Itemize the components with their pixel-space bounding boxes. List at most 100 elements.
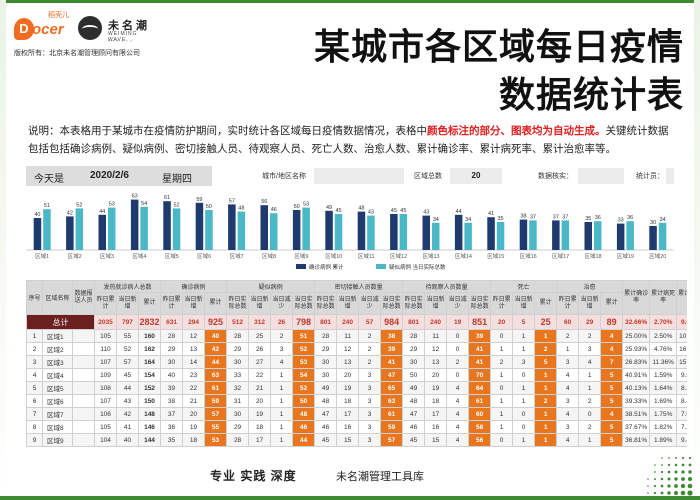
row-value-cell[interactable]: 40.91% [622,368,651,382]
row-value-cell[interactable]: 30 [226,355,250,369]
row-value-cell[interactable]: 27 [248,355,272,369]
row-value-cell[interactable]: 40 [204,329,228,343]
row-value-cell[interactable]: 52 [116,342,139,356]
row-value-cell[interactable]: 35 [160,433,184,447]
row-value-cell[interactable]: 0 [512,420,536,434]
row-value-cell[interactable]: 1.59% [649,368,678,382]
table-row[interactable]: 4 区域4 109 45 154 40 23 63 33 22 1 54 30 20 3 47 50 20 0 70 1… [26,368,687,382]
row-value-cell[interactable]: 30 [160,355,184,369]
row-value-cell[interactable]: 1 [578,368,602,382]
row-value-cell[interactable]: 2 [490,355,514,369]
row-reporter[interactable] [72,420,95,434]
row-value-cell[interactable]: 36 [160,420,184,434]
row-value-cell[interactable]: 1 [270,420,294,434]
row-value-cell[interactable]: 61 [380,407,404,421]
row-value-cell[interactable]: 32 [226,381,250,395]
row-value-cell[interactable]: 0 [512,368,536,382]
row-value-cell[interactable]: 51 [292,329,316,343]
row-value-cell[interactable]: 3 [358,394,382,408]
row-value-cell[interactable]: 15 [424,433,448,447]
table-row[interactable]: 6 区域6 107 43 150 38 21 59 31 20 1 50 48 18 3 63 48 18 4 61 1… [26,394,687,408]
row-value-cell[interactable]: 28 [402,329,426,343]
row-value-cell[interactable]: 3 [358,381,382,395]
row-value-cell[interactable]: 8.20% [676,381,687,395]
row-value-cell[interactable]: 28 [314,329,338,343]
row-value-cell[interactable]: 3 [556,420,580,434]
row-value-cell[interactable]: 1 [270,381,294,395]
row-value-cell[interactable]: 59 [204,394,228,408]
row-value-cell[interactable]: 2 [578,394,602,408]
row-value-cell[interactable]: 1 [534,381,558,395]
table-row[interactable]: 8 区域8 105 41 146 36 19 55 29 18 1 46 46 16 3 59 46 16 4 58 1… [26,420,687,434]
row-value-cell[interactable]: 57 [204,407,228,421]
row-value-cell[interactable]: 15.91% [676,355,687,369]
row-value-cell[interactable]: 1.64% [649,381,678,395]
row-value-cell[interactable]: 104 [94,433,117,447]
row-value-cell[interactable]: 70 [468,368,492,382]
row-value-cell[interactable]: 64 [468,381,492,395]
row-value-cell[interactable]: 0 [490,381,514,395]
row-value-cell[interactable]: 38 [380,329,404,343]
row-value-cell[interactable]: 1 [534,420,558,434]
region-total-input[interactable]: 20 [450,168,502,184]
row-value-cell[interactable]: 43 [116,394,139,408]
row-value-cell[interactable]: 3 [358,407,382,421]
table-row[interactable]: 5 区域5 108 44 152 39 22 61 32 21 1 52 49 19 3 65 49 19 4 64 0… [26,381,687,395]
row-value-cell[interactable]: 20 [248,394,272,408]
row-value-cell[interactable]: 2 [578,420,602,434]
row-value-cell[interactable]: 1 [512,329,536,343]
row-value-cell[interactable]: 18 [424,394,448,408]
row-value-cell[interactable]: 1 [534,368,558,382]
row-value-cell[interactable]: 0 [446,368,470,382]
row-value-cell[interactable]: 0 [512,407,536,421]
row-value-cell[interactable]: 42 [116,407,139,421]
row-value-cell[interactable]: 1 [578,433,602,447]
row-value-cell[interactable]: 47 [380,368,404,382]
row-value-cell[interactable]: 0 [446,329,470,343]
row-value-cell[interactable]: 29 [314,342,338,356]
row-reporter[interactable] [72,342,95,356]
row-reporter[interactable] [72,433,95,447]
row-value-cell[interactable]: 4 [600,407,624,421]
row-value-cell[interactable]: 144 [137,433,162,447]
row-value-cell[interactable]: 54 [292,368,316,382]
row-value-cell[interactable]: 25.93% [622,342,651,356]
row-value-cell[interactable]: 9.43% [676,433,687,447]
row-value-cell[interactable]: 2 [556,329,580,343]
row-value-cell[interactable]: 19 [182,420,206,434]
row-value-cell[interactable]: 40 [160,368,184,382]
row-value-cell[interactable]: 39 [380,342,404,356]
row-value-cell[interactable]: 1 [512,342,536,356]
row-value-cell[interactable]: 29 [226,420,250,434]
row-value-cell[interactable]: 4 [270,355,294,369]
row-value-cell[interactable]: 2 [358,342,382,356]
row-value-cell[interactable]: 19 [424,381,448,395]
row-reporter[interactable] [72,394,95,408]
row-value-cell[interactable]: 18 [182,433,206,447]
row-value-cell[interactable]: 105 [94,420,117,434]
row-value-cell[interactable]: 11 [424,329,448,343]
row-value-cell[interactable]: 1 [490,420,514,434]
row-value-cell[interactable]: 63 [380,394,404,408]
row-value-cell[interactable]: 7 [600,355,624,369]
row-value-cell[interactable]: 2.50% [649,329,678,343]
table-row[interactable]: 2 区域2 110 52 162 29 13 42 29 26 3 52 29 12 2 39 29 12 0 41 1… [26,342,687,356]
row-value-cell[interactable]: 38 [160,394,184,408]
row-value-cell[interactable]: 9.52% [676,368,687,382]
row-value-cell[interactable]: 65 [380,381,404,395]
row-value-cell[interactable]: 48 [292,407,316,421]
row-value-cell[interactable]: 4 [556,433,580,447]
row-value-cell[interactable]: 1 [512,381,536,395]
row-value-cell[interactable]: 3 [556,394,580,408]
row-value-cell[interactable]: 55 [116,329,139,343]
row-value-cell[interactable]: 52 [292,381,316,395]
row-value-cell[interactable]: 3 [512,355,536,369]
row-value-cell[interactable]: 57 [116,355,139,369]
row-value-cell[interactable]: 26 [248,342,272,356]
row-value-cell[interactable]: 17 [424,407,448,421]
row-value-cell[interactable]: 2 [446,355,470,369]
row-value-cell[interactable]: 0 [490,329,514,343]
row-value-cell[interactable]: 8.47% [676,394,687,408]
row-value-cell[interactable]: 47 [314,407,338,421]
row-value-cell[interactable]: 39.33% [622,394,651,408]
